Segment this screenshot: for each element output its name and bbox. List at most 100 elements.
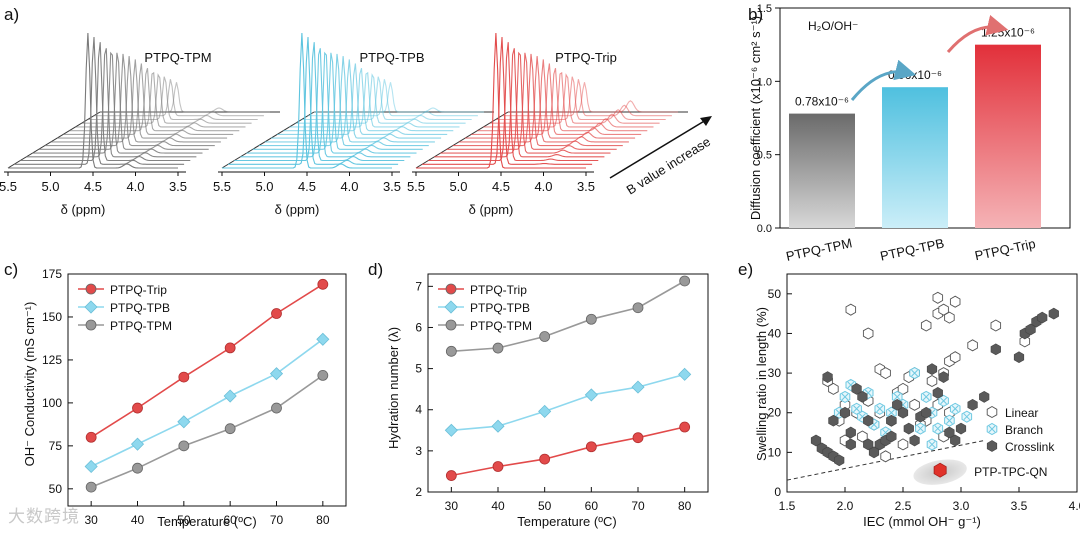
nmr-x-tick-label: 5.5 [213, 179, 231, 194]
y-tick-label: 50 [49, 482, 63, 496]
panel-label-a: a) [4, 5, 19, 24]
scatter-point-crosslink [950, 434, 961, 447]
scatter-point-linear [944, 311, 955, 324]
scatter-point-crosslink [967, 398, 978, 411]
legend-marker [445, 283, 457, 295]
highlight-point [933, 462, 947, 478]
scatter-point-linear [828, 382, 839, 395]
legend-marker [986, 440, 998, 452]
y-tick-label: 125 [42, 353, 62, 367]
legend-marker [84, 300, 98, 314]
x-tick-label: 3.5 [1011, 499, 1028, 513]
scatter-point-linear [897, 382, 909, 395]
nmr-x-tick-label: 4.0 [534, 179, 552, 194]
data-point [85, 481, 97, 493]
bar-chart-y-tick-label: 0.0 [757, 223, 772, 235]
scatter-point-crosslink [851, 383, 862, 395]
data-point [491, 419, 505, 433]
scatter-point-crosslink [810, 434, 822, 447]
bar-chart-annotation: H₂O/OH⁻ [808, 19, 858, 33]
nmr-x-tick-label: 5.5 [407, 179, 425, 194]
x-tick-label: 80 [316, 513, 330, 527]
nmr-trace [465, 59, 636, 139]
scatter-point-linear [932, 291, 944, 304]
hexagon-cross [963, 413, 971, 421]
conductivity-y-title: OH⁻ Conductivity (mS cm⁻¹) [22, 302, 37, 467]
hexagon-cross [951, 405, 959, 413]
data-point [271, 402, 282, 414]
nmr-x-title: δ (ppm) [469, 202, 514, 217]
x-tick-label: 4.0 [1069, 499, 1080, 513]
nmr-floor-left-edge [7, 111, 101, 169]
data-point [444, 423, 458, 437]
conductivity-x-title: Temperature (ºC) [157, 514, 256, 529]
series-line-ptpq-trip [90, 283, 324, 438]
x-tick-label: 40 [491, 499, 505, 513]
series-line-ptpq-tpm [451, 280, 686, 353]
data-point [584, 388, 598, 402]
b-value-arrow: B value increase [609, 116, 713, 198]
data-point [492, 342, 504, 354]
nmr-trace [307, 79, 478, 117]
nmr-trace [416, 32, 586, 169]
data-point [224, 423, 236, 435]
y-tick-label: 150 [42, 310, 62, 324]
legend-label: Linear [1005, 406, 1038, 420]
scatter-point-branch [851, 402, 862, 415]
legend-marker [445, 319, 457, 331]
nmr-trace [8, 32, 178, 169]
nmr-x-tick-label: 3.5 [169, 179, 187, 194]
scatter-point-branch [926, 438, 938, 451]
nmr-sample-label: PTPQ-Trip [555, 50, 617, 65]
nmr-x-tick-label: 4.5 [84, 179, 102, 194]
scatter-point-crosslink [845, 426, 856, 439]
scatter-point-crosslink [955, 422, 967, 435]
x-tick-label: 3.0 [953, 499, 970, 513]
nmr-trace [258, 53, 429, 147]
data-point [132, 462, 143, 474]
nmr-trace [452, 53, 623, 147]
y-tick-label: 100 [42, 396, 62, 410]
scatter-point-crosslink [892, 398, 903, 411]
x-tick-label: 30 [445, 499, 459, 513]
scatter-point-linear [949, 295, 961, 308]
nmr-trace [428, 42, 599, 162]
scatter-point-crosslink [979, 391, 990, 403]
x-tick-label: 60 [223, 513, 237, 527]
data-point [679, 421, 691, 433]
hexagon-cross [888, 409, 895, 417]
nmr-x-tick-label: 4.5 [298, 179, 316, 194]
bar-chart-y-title: Diffusion coefficient (x10⁻⁶ cm² s⁻¹) [748, 16, 763, 220]
nmr-trace [57, 59, 228, 139]
data-point [679, 275, 691, 287]
nmr-sample-label: PTPQ-TPM [144, 50, 211, 65]
nmr-trace [81, 73, 252, 124]
hydration-y-title: Hydration number (λ) [386, 327, 401, 449]
data-point [445, 470, 457, 481]
data-point [678, 367, 692, 381]
y-tick-label: 7 [415, 279, 422, 293]
swelling-scatter-chart: Swelling ratio in length (%) IEC (mmol O… [754, 273, 1080, 529]
hexagon-cross [893, 393, 901, 401]
scatter-point-crosslink [1013, 351, 1025, 364]
nmr-trace [295, 73, 466, 124]
nmr-trace [87, 76, 258, 121]
legend-label: PTPQ-TPB [470, 301, 530, 315]
legend-label: Branch [1005, 423, 1043, 437]
y-tick-label: 40 [768, 326, 782, 340]
hexagon-cross [940, 397, 947, 405]
data-point [84, 459, 98, 474]
nmr-trace [271, 59, 442, 139]
y-tick-label: 0 [774, 485, 781, 499]
scatter-point-crosslink [903, 422, 914, 435]
scatter-point-branch [920, 390, 932, 403]
data-point [445, 345, 457, 357]
nmr-trace [508, 82, 678, 113]
scatter-point-linear [862, 327, 874, 340]
x-tick-label: 2.0 [837, 499, 854, 513]
nmr-x-tick-label: 5.0 [449, 179, 467, 194]
hydration-line-chart: Hydration number (λ) Temperature (ºC) 30… [386, 273, 709, 529]
scatter-point-linear [926, 374, 938, 388]
scatter-point-branch [874, 402, 886, 415]
